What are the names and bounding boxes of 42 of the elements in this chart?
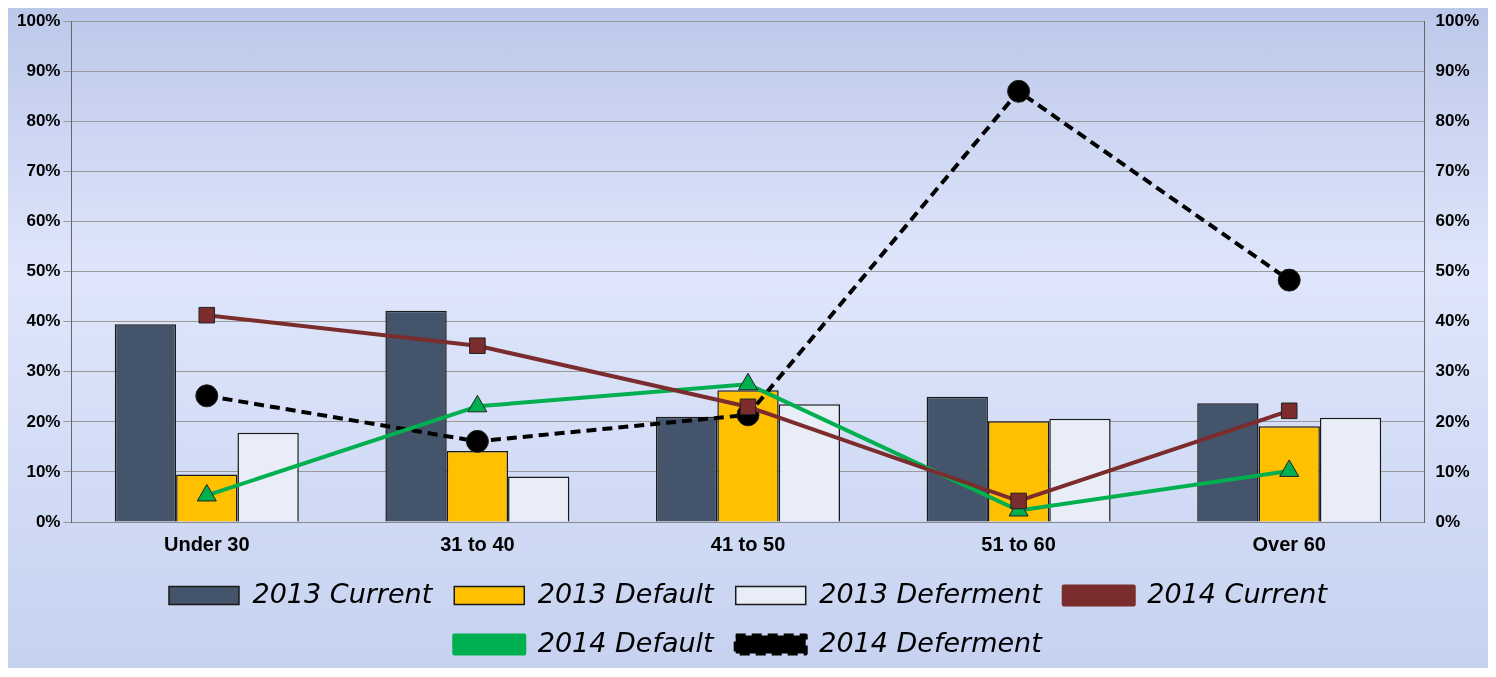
y2-tick-label: 40% xyxy=(1435,311,1470,331)
y2-tick-label: 10% xyxy=(1435,461,1470,481)
legend-label: 2014 Current xyxy=(1147,577,1329,609)
point xyxy=(198,306,216,324)
x-tick-label: Under 30 xyxy=(163,532,250,555)
y2-tick-label: 100% xyxy=(1435,10,1479,30)
point xyxy=(469,337,486,354)
y2-tick-label: 80% xyxy=(1435,111,1470,131)
x-tick-label: 51 to 60 xyxy=(981,532,1056,555)
y-tick-label: 70% xyxy=(26,161,61,181)
y2-tick-label: 60% xyxy=(1435,211,1470,231)
y2-tick-label: 20% xyxy=(1435,411,1470,431)
y2-tick-label: 0% xyxy=(1435,511,1461,531)
y2-tick-label: 90% xyxy=(1435,60,1470,80)
point xyxy=(739,398,757,416)
y-tick-label: 50% xyxy=(26,261,61,281)
legend-label: 2013 Deferment xyxy=(819,577,1044,609)
y2-tick-label: 50% xyxy=(1435,261,1470,281)
y-tick-label: 60% xyxy=(26,211,61,231)
y-tick-label: 10% xyxy=(26,461,61,481)
legend-label: 2014 Default xyxy=(537,626,716,658)
point xyxy=(1007,79,1031,103)
point xyxy=(195,384,219,408)
y-tick-label: 80% xyxy=(26,111,61,131)
legend-label: 2013 Default xyxy=(537,577,716,609)
y-tick-label: 90% xyxy=(26,60,61,80)
y-tick-label: 100% xyxy=(17,10,61,30)
point xyxy=(465,429,489,453)
y-tick-label: 40% xyxy=(26,311,61,331)
legend-label: 2013 Current xyxy=(252,577,434,609)
point xyxy=(1010,492,1027,510)
y-tick-label: 30% xyxy=(26,361,61,381)
y-tick-label: 20% xyxy=(26,411,61,431)
y2-tick-label: 30% xyxy=(1435,361,1470,381)
x-tick-label: Over 60 xyxy=(1252,532,1326,555)
point xyxy=(1280,402,1298,420)
y2-tick-label: 70% xyxy=(1435,161,1470,181)
y-tick-label: 0% xyxy=(35,511,61,531)
x-tick-label: 31 to 40 xyxy=(440,532,515,555)
legend-label: 2014 Deferment xyxy=(819,626,1044,658)
x-tick-label: 41 to 50 xyxy=(710,532,786,555)
point xyxy=(1277,268,1301,292)
